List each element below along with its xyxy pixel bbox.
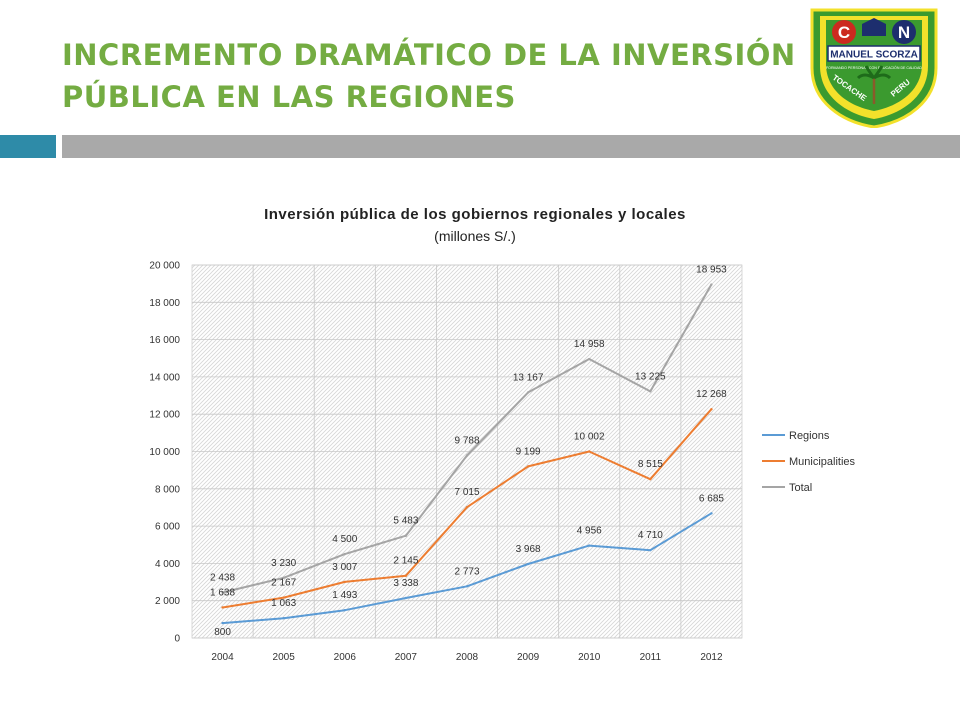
- data-label: 9 199: [516, 446, 541, 457]
- grid-layer: [192, 264, 742, 639]
- axis-layer: 0 2 000 4 000 6 000 8 000 10 000 12 000 14 000 1…: [149, 261, 723, 664]
- y-tick-label: 16 000: [149, 335, 180, 346]
- data-label: 6 685: [699, 493, 724, 504]
- data-point: [710, 512, 713, 515]
- data-label: 8 515: [638, 459, 663, 470]
- data-point: [526, 465, 530, 468]
- data-label: 5 483: [393, 516, 418, 527]
- data-point: [404, 596, 408, 600]
- logo-letter-c: C: [838, 23, 850, 42]
- x-tick-label: 2009: [517, 652, 540, 663]
- y-tick-label: 18 000: [149, 298, 180, 309]
- slide-title-line-2: PÚBLICA EN LAS REGIONES: [62, 80, 516, 114]
- data-point: [343, 552, 346, 556]
- x-tick-label: 2007: [395, 652, 418, 663]
- series-layer: [221, 283, 713, 625]
- data-point: [221, 591, 224, 594]
- y-tick-label: 8 000: [155, 484, 180, 495]
- logo-motto: FORMANDO PERSONAS CON EDUCACIÓN DE CALID…: [826, 65, 922, 70]
- data-point: [282, 616, 285, 620]
- data-label: 4 710: [638, 530, 663, 541]
- data-label: 1 063: [271, 598, 296, 609]
- data-label: 12 268: [696, 389, 727, 400]
- data-point: [465, 585, 469, 588]
- y-tick-label: 12 000: [149, 410, 180, 421]
- data-label: 7 015: [454, 487, 479, 498]
- x-tick-label: 2006: [334, 652, 357, 663]
- data-label: 1 493: [332, 590, 357, 601]
- palm-tree-icon: [856, 65, 892, 104]
- data-point: [404, 574, 408, 577]
- data-point: [588, 450, 591, 453]
- x-tick-label: 2010: [578, 652, 601, 663]
- chart-subtitle: (millones S/.): [434, 228, 516, 244]
- x-tick-label: 2004: [211, 652, 234, 663]
- y-tick-label: 0: [174, 634, 180, 645]
- data-label: 3 968: [516, 544, 541, 555]
- data-point: [282, 596, 285, 599]
- data-label: 2 167: [271, 578, 296, 589]
- data-point: [343, 580, 346, 584]
- data-point: [282, 576, 285, 579]
- data-point: [649, 390, 652, 393]
- data-point: [404, 534, 408, 537]
- chart-title: Inversión pública de los gobiernos regio…: [264, 206, 686, 223]
- data-point: [465, 454, 469, 457]
- data-point: [465, 505, 469, 509]
- data-point: [343, 608, 346, 612]
- data-label: 3 338: [393, 578, 418, 589]
- data-label-layer: 800 1 063 1 493 3 338 2 773 3 968 4 956 4 710 6 …: [210, 265, 727, 639]
- data-point: [526, 562, 530, 566]
- data-point: [710, 408, 713, 411]
- legend-label: Total: [789, 482, 812, 494]
- accent-square: [0, 135, 56, 158]
- data-point: [221, 621, 224, 625]
- data-label: 2 773: [454, 566, 479, 577]
- data-point: [221, 606, 224, 609]
- header-divider-bar: [62, 135, 960, 158]
- x-tick-label: 2011: [640, 652, 662, 663]
- y-tick-label: 20 000: [149, 261, 180, 272]
- data-label: 13 225: [635, 371, 666, 382]
- data-label: 10 002: [574, 431, 605, 442]
- data-label: 9 788: [454, 435, 479, 446]
- y-tick-label: 2 000: [155, 596, 180, 607]
- x-tick-label: 2008: [456, 652, 479, 663]
- legend-label: Municipalities: [789, 456, 856, 468]
- data-point: [588, 544, 591, 547]
- y-tick-label: 4 000: [155, 559, 180, 570]
- legend: Regions Municipalities Total: [762, 430, 856, 494]
- data-label: 2 438: [210, 573, 235, 584]
- logo-banner: MANUEL SCORZA: [830, 50, 918, 61]
- data-label: 18 953: [696, 265, 727, 276]
- y-tick-label: 14 000: [149, 372, 180, 383]
- x-tick-label: 2012: [700, 652, 723, 663]
- data-label: 14 958: [574, 339, 605, 350]
- data-label: 800: [214, 627, 231, 638]
- data-label: 13 167: [513, 372, 544, 383]
- school-logo: C N MANUEL SCORZA FORMANDO PERSONAS CON …: [810, 8, 938, 128]
- y-tick-label: 10 000: [149, 447, 180, 458]
- data-label: 4 956: [577, 526, 602, 537]
- logo-letter-n: N: [898, 23, 910, 42]
- data-point: [710, 283, 713, 286]
- data-point: [649, 548, 652, 552]
- legend-label: Regions: [789, 430, 830, 442]
- slide-title: INCREMENTO DRAMÁTICO DE LA INVERSIÓN PÚB…: [62, 34, 802, 118]
- data-label: 1 638: [210, 587, 235, 598]
- data-point: [649, 477, 652, 481]
- y-tick-label: 6 000: [155, 522, 180, 533]
- data-label: 3 007: [332, 562, 357, 573]
- data-label: 2 145: [393, 556, 418, 567]
- data-label: 4 500: [332, 534, 357, 545]
- data-label: 3 230: [271, 558, 296, 569]
- x-tick-label: 2005: [273, 652, 296, 663]
- data-point: [588, 357, 591, 361]
- data-point: [526, 391, 530, 394]
- slide-title-line-1: INCREMENTO DRAMÁTICO DE LA INVERSIÓN: [62, 38, 796, 72]
